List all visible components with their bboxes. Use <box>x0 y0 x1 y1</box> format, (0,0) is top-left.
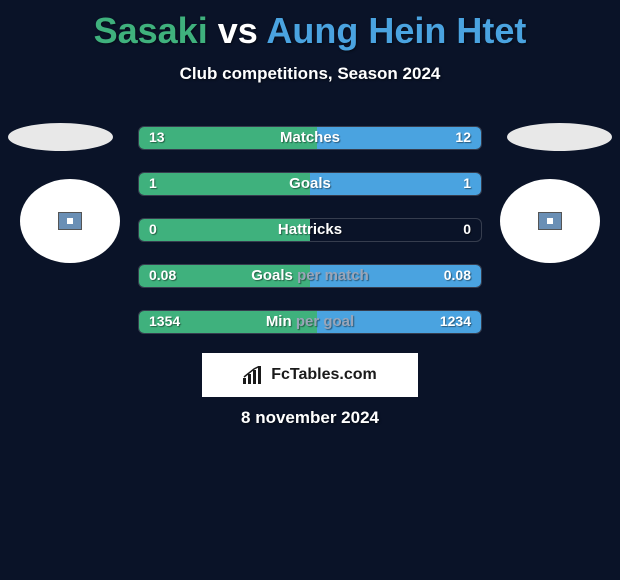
comparison-title: Sasaki vs Aung Hein Htet <box>0 0 620 52</box>
subtitle: Club competitions, Season 2024 <box>0 64 620 84</box>
stat-value-left: 0.08 <box>149 267 176 283</box>
player2-name: Aung Hein Htet <box>266 10 526 51</box>
brand-text: FcTables.com <box>271 366 377 384</box>
player2-flag-icon <box>538 212 562 230</box>
stat-label: Hattricks <box>139 221 481 238</box>
stat-value-right: 1 <box>463 175 471 191</box>
stat-row: Hattricks0 0 <box>138 218 482 242</box>
player1-name: Sasaki <box>94 10 208 51</box>
stat-label: Goals <box>139 175 481 192</box>
stat-value-right: 1234 <box>440 313 471 329</box>
player1-flag-icon <box>58 212 82 230</box>
stat-value-right: 0 <box>463 221 471 237</box>
stat-value-left: 0 <box>149 221 157 237</box>
stat-row: Min per goal1354 1234 <box>138 310 482 334</box>
player1-ellipse <box>8 123 113 151</box>
stat-row: Goals per match0.08 0.08 <box>138 264 482 288</box>
stat-value-right: 0.08 <box>444 267 471 283</box>
player2-avatar <box>500 179 600 263</box>
stats-container: Matches13 12 Goals1 1 Hattricks0 0 Goals per m… <box>138 126 482 356</box>
brand-badge: FcTables.com <box>202 353 418 397</box>
stat-label: Goals per match <box>139 267 481 284</box>
date-text: 8 november 2024 <box>0 408 620 428</box>
brand-chart-icon <box>243 366 265 384</box>
stat-row: Goals1 1 <box>138 172 482 196</box>
stat-value-right: 12 <box>455 129 471 145</box>
player1-avatar <box>20 179 120 263</box>
player2-ellipse <box>507 123 612 151</box>
stat-label: Matches <box>139 129 481 146</box>
vs-text: vs <box>208 10 267 51</box>
stat-row: Matches13 12 <box>138 126 482 150</box>
stat-value-left: 1 <box>149 175 157 191</box>
stat-value-left: 13 <box>149 129 165 145</box>
stat-label: Min per goal <box>139 313 481 330</box>
stat-value-left: 1354 <box>149 313 180 329</box>
